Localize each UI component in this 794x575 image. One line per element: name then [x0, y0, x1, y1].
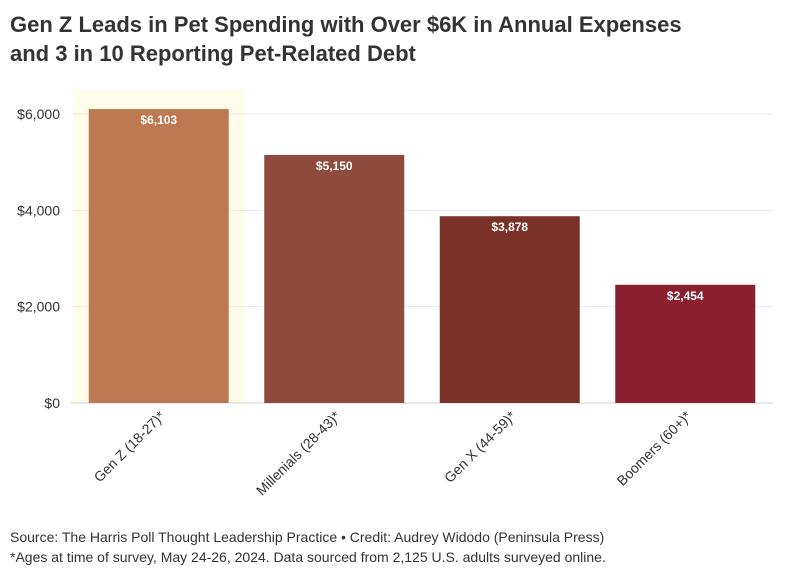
bar-value-label: $6,103 [140, 113, 177, 127]
source-credit: Source: The Harris Poll Thought Leadersh… [10, 529, 605, 545]
bar-value-label: $2,454 [667, 289, 704, 303]
bar-value-label: $3,878 [491, 220, 528, 234]
survey-note: *Ages at time of survey, May 24-26, 2024… [10, 549, 606, 565]
chart-footer: Source: The Harris Poll Thought Leadersh… [10, 527, 606, 567]
y-tick-label: $4,000 [17, 202, 60, 218]
x-tick-label: Gen X (44-59)* [441, 407, 519, 485]
x-tick-label: Gen Z (18-27)* [91, 407, 169, 485]
bar [88, 109, 229, 404]
bar-value-label: $5,150 [316, 159, 353, 173]
chart-title-line-1: Gen Z Leads in Pet Spending with Over $6… [10, 12, 682, 37]
y-tick-label: $6,000 [17, 106, 60, 122]
x-tick-label: Boomers (60+)* [613, 407, 694, 488]
chart-title: Gen Z Leads in Pet Spending with Over $6… [10, 10, 780, 68]
bar-chart: $0 $2,000 $4,000 $6,000 $6,103 Gen Z (18-27)*… [17, 89, 773, 498]
y-tick-label: $0 [44, 395, 60, 411]
x-tick-label: Millenials (28-43)* [253, 407, 344, 498]
bar [264, 154, 405, 403]
bar [615, 284, 756, 403]
chart-title-line-2: and 3 in 10 Reporting Pet-Related Debt [10, 41, 416, 66]
bar [439, 216, 580, 403]
y-tick-label: $2,000 [17, 299, 60, 315]
